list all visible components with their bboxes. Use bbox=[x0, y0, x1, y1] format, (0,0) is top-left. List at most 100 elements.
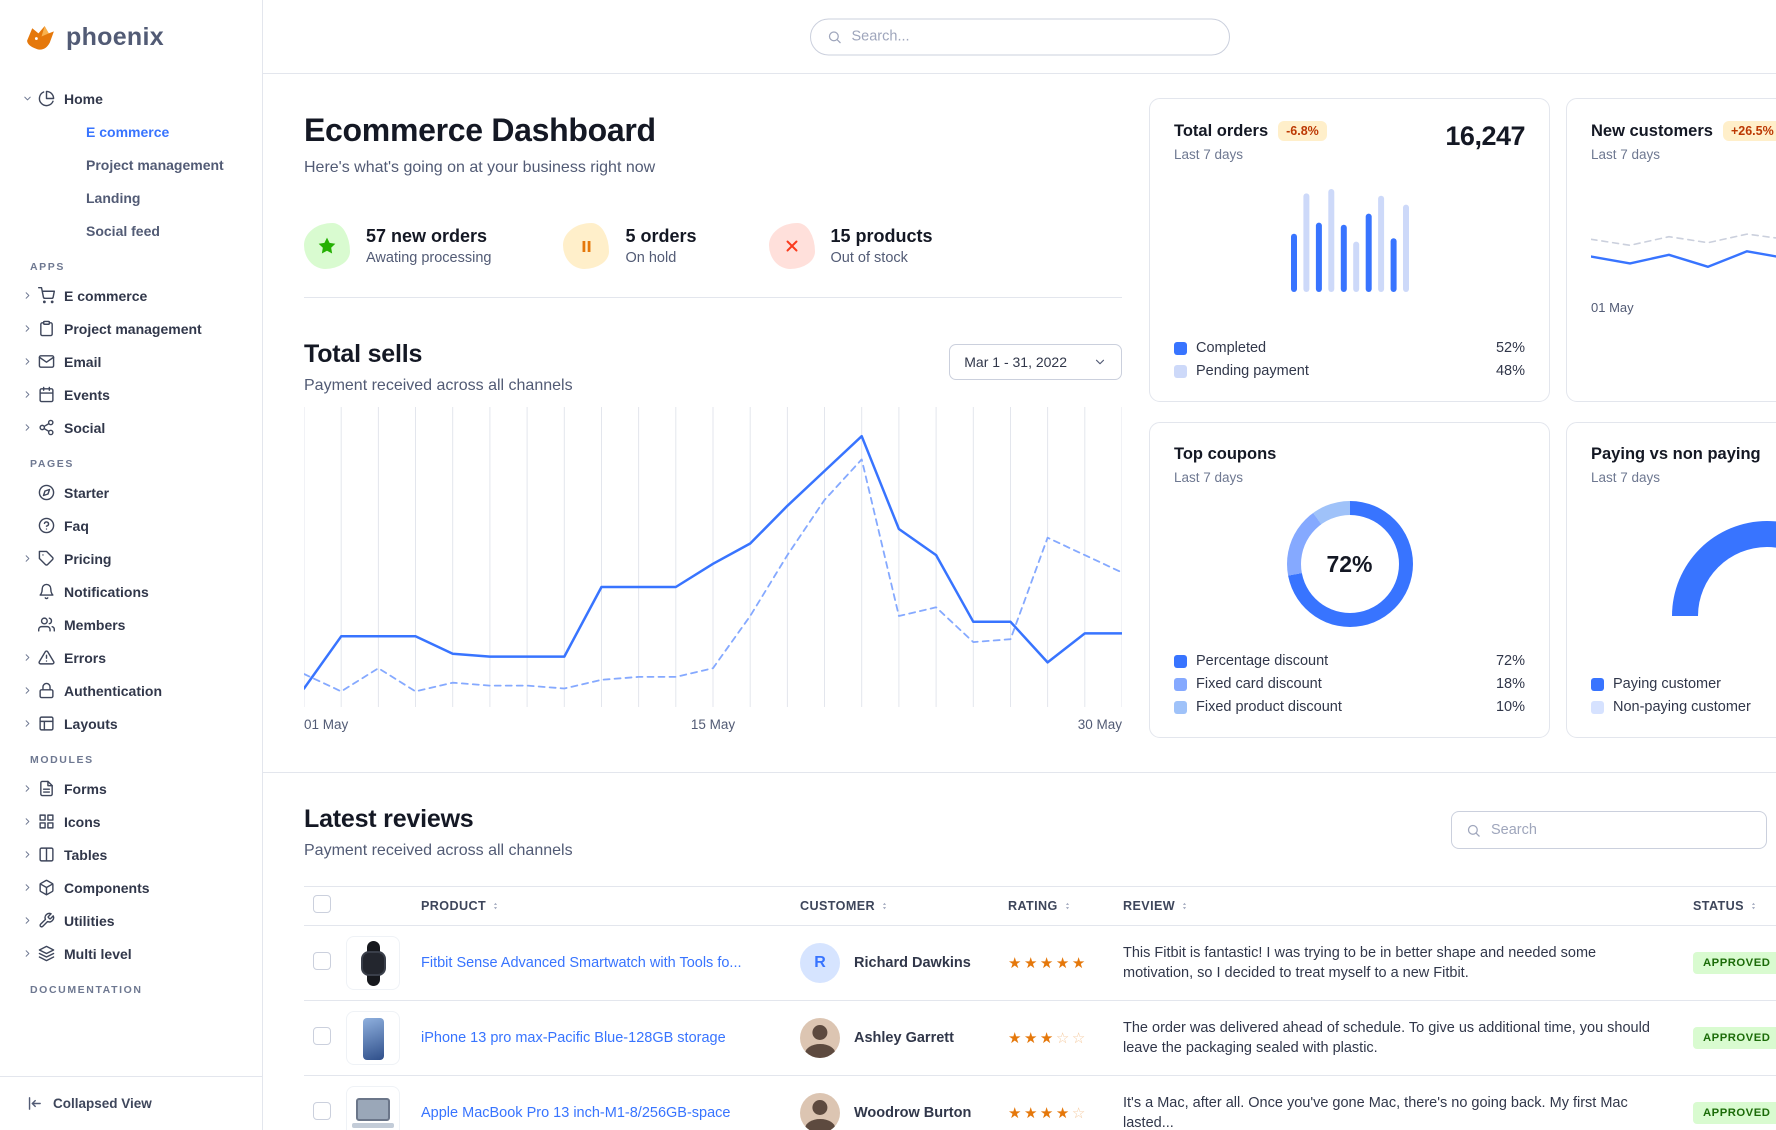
sidebar-item-notifications[interactable]: Notifications bbox=[22, 575, 252, 608]
sidebar-item-components[interactable]: Components bbox=[22, 871, 252, 904]
reviews-table: PRODUCT CUSTOMER RATING REVIEW STATUS Fi… bbox=[304, 886, 1776, 1130]
brand-logo[interactable]: phoenix bbox=[0, 0, 262, 74]
sidebar-item-label: Social bbox=[64, 419, 106, 436]
star-icon bbox=[304, 223, 350, 269]
product-thumbnail-iphone[interactable] bbox=[346, 1011, 400, 1065]
column-header-rating[interactable]: RATING bbox=[1008, 899, 1123, 913]
sidebar-item-label: Project management bbox=[64, 320, 202, 337]
total-sells-chart bbox=[304, 407, 1122, 707]
sidebar-section-pages: PAGES bbox=[30, 458, 74, 470]
sidebar-item-layouts[interactable]: Layouts bbox=[22, 707, 252, 740]
sidebar-item-pricing[interactable]: Pricing bbox=[22, 542, 252, 575]
reviews-search-input[interactable] bbox=[1491, 822, 1752, 838]
legend-value: 72% bbox=[1495, 653, 1525, 669]
legend-swatch bbox=[1174, 364, 1187, 378]
sidebar-item-ecommerce-dashboard[interactable]: E commerce bbox=[22, 115, 252, 148]
product-thumbnail-smartwatch[interactable] bbox=[346, 936, 400, 990]
sort-icon bbox=[1749, 899, 1758, 913]
column-header-review[interactable]: REVIEW bbox=[1123, 899, 1693, 913]
search-icon bbox=[1466, 823, 1481, 838]
sidebar-item-label: Tables bbox=[64, 846, 108, 863]
total-orders-value: 16,247 bbox=[1445, 121, 1525, 151]
sidebar-child-label: E commerce bbox=[86, 123, 170, 140]
date-range-select[interactable]: Mar 1 - 31, 2022 bbox=[949, 344, 1122, 380]
sidebar-item-events[interactable]: Events bbox=[22, 378, 252, 411]
total-sells-subtitle: Payment received across all channels bbox=[304, 377, 573, 394]
chevron-right-icon bbox=[22, 685, 33, 696]
legend-label: Fixed product discount bbox=[1196, 699, 1342, 715]
product-link[interactable]: Apple MacBook Pro 13 inch-M1-8/256GB-spa… bbox=[421, 1105, 731, 1121]
collapse-sidebar-button[interactable]: Collapsed View bbox=[0, 1076, 262, 1130]
row-checkbox[interactable] bbox=[313, 1026, 331, 1045]
sidebar-item-ecommerce[interactable]: E commerce bbox=[22, 279, 252, 312]
column-header-status[interactable]: STATUS bbox=[1693, 899, 1776, 913]
bell-icon bbox=[38, 583, 55, 600]
file-text-icon bbox=[38, 780, 55, 797]
tool-icon bbox=[38, 912, 55, 929]
sidebar-item-label: Errors bbox=[64, 649, 107, 666]
stat-value: 5 orders bbox=[625, 226, 697, 246]
chevron-right-icon bbox=[22, 783, 33, 794]
sidebar-item-project-management-dashboard[interactable]: Project management bbox=[22, 148, 252, 181]
mail-icon bbox=[38, 353, 55, 370]
users-icon bbox=[38, 616, 55, 633]
rating-stars: ★★★★★ bbox=[1008, 955, 1088, 972]
global-search-input[interactable] bbox=[851, 28, 1213, 45]
sidebar-item-label: Authentication bbox=[64, 682, 162, 699]
sidebar-item-home[interactable]: Home bbox=[22, 82, 252, 115]
product-thumbnail-macbook[interactable] bbox=[346, 1086, 400, 1130]
sidebar-item-utilities[interactable]: Utilities bbox=[22, 904, 252, 937]
coupons-legend: Percentage discount 72% Fixed card disco… bbox=[1174, 653, 1525, 715]
legend-swatch bbox=[1174, 677, 1187, 691]
sidebar-item-icons[interactable]: Icons bbox=[22, 805, 252, 838]
sidebar-item-authentication[interactable]: Authentication bbox=[22, 674, 252, 707]
chevron-right-icon bbox=[22, 849, 33, 860]
sidebar-item-social[interactable]: Social bbox=[22, 411, 252, 444]
sort-icon bbox=[880, 899, 889, 913]
dashboard-main: Ecommerce Dashboard Here's what's going … bbox=[263, 74, 1776, 1130]
sidebar-item-social-feed[interactable]: Social feed bbox=[22, 214, 252, 247]
sidebar-item-label: Pricing bbox=[64, 550, 112, 567]
review-text: The order was delivered ahead of schedul… bbox=[1123, 1019, 1650, 1056]
review-row: iPhone 13 pro max-Pacific Blue-128GB sto… bbox=[304, 1001, 1776, 1076]
select-all-checkbox[interactable] bbox=[313, 894, 331, 913]
sidebar-item-label: Email bbox=[64, 353, 102, 370]
row-checkbox[interactable] bbox=[313, 951, 331, 970]
legend-item: Paying customer bbox=[1591, 676, 1776, 692]
card-period: Last 7 days bbox=[1591, 470, 1661, 485]
collapse-icon bbox=[26, 1095, 43, 1112]
stat-caption: On hold bbox=[625, 250, 677, 266]
sidebar-item-project-management[interactable]: Project management bbox=[22, 312, 252, 345]
lock-icon bbox=[38, 682, 55, 699]
product-link[interactable]: iPhone 13 pro max-Pacific Blue-128GB sto… bbox=[421, 1030, 726, 1046]
total-sells-title: Total sells bbox=[304, 340, 423, 368]
sidebar-item-email[interactable]: Email bbox=[22, 345, 252, 378]
product-link[interactable]: Fitbit Sense Advanced Smartwatch with To… bbox=[421, 955, 742, 971]
sidebar-item-multi-level[interactable]: Multi level bbox=[22, 937, 252, 970]
sidebar-item-landing[interactable]: Landing bbox=[22, 181, 252, 214]
column-header-customer[interactable]: CUSTOMER bbox=[800, 899, 1008, 913]
sidebar-item-starter[interactable]: Starter bbox=[22, 476, 252, 509]
sidebar-item-forms[interactable]: Forms bbox=[22, 772, 252, 805]
review-text: It's a Mac, after all. Once you've gone … bbox=[1123, 1094, 1628, 1130]
compass-icon bbox=[38, 484, 55, 501]
pause-icon bbox=[563, 223, 610, 269]
sidebar-item-tables[interactable]: Tables bbox=[22, 838, 252, 871]
card-period: Last 7 days bbox=[1174, 147, 1244, 162]
column-header-product[interactable]: PRODUCT bbox=[421, 899, 800, 913]
sort-icon bbox=[491, 899, 500, 913]
status-badge: APPROVED bbox=[1693, 952, 1776, 974]
chevron-right-icon bbox=[22, 290, 33, 301]
sidebar-item-faq[interactable]: Faq bbox=[22, 509, 252, 542]
sidebar-item-label: Faq bbox=[64, 517, 89, 534]
sidebar-item-members[interactable]: Members bbox=[22, 608, 252, 641]
legend-item: Completed 52% bbox=[1174, 340, 1525, 356]
legend-swatch bbox=[1174, 654, 1187, 668]
chevron-right-icon bbox=[22, 718, 33, 729]
sidebar-item-errors[interactable]: Errors bbox=[22, 641, 252, 674]
legend-label: Completed bbox=[1196, 340, 1267, 356]
search-icon bbox=[827, 29, 842, 44]
row-checkbox[interactable] bbox=[313, 1101, 331, 1120]
chevron-right-icon bbox=[22, 948, 33, 959]
